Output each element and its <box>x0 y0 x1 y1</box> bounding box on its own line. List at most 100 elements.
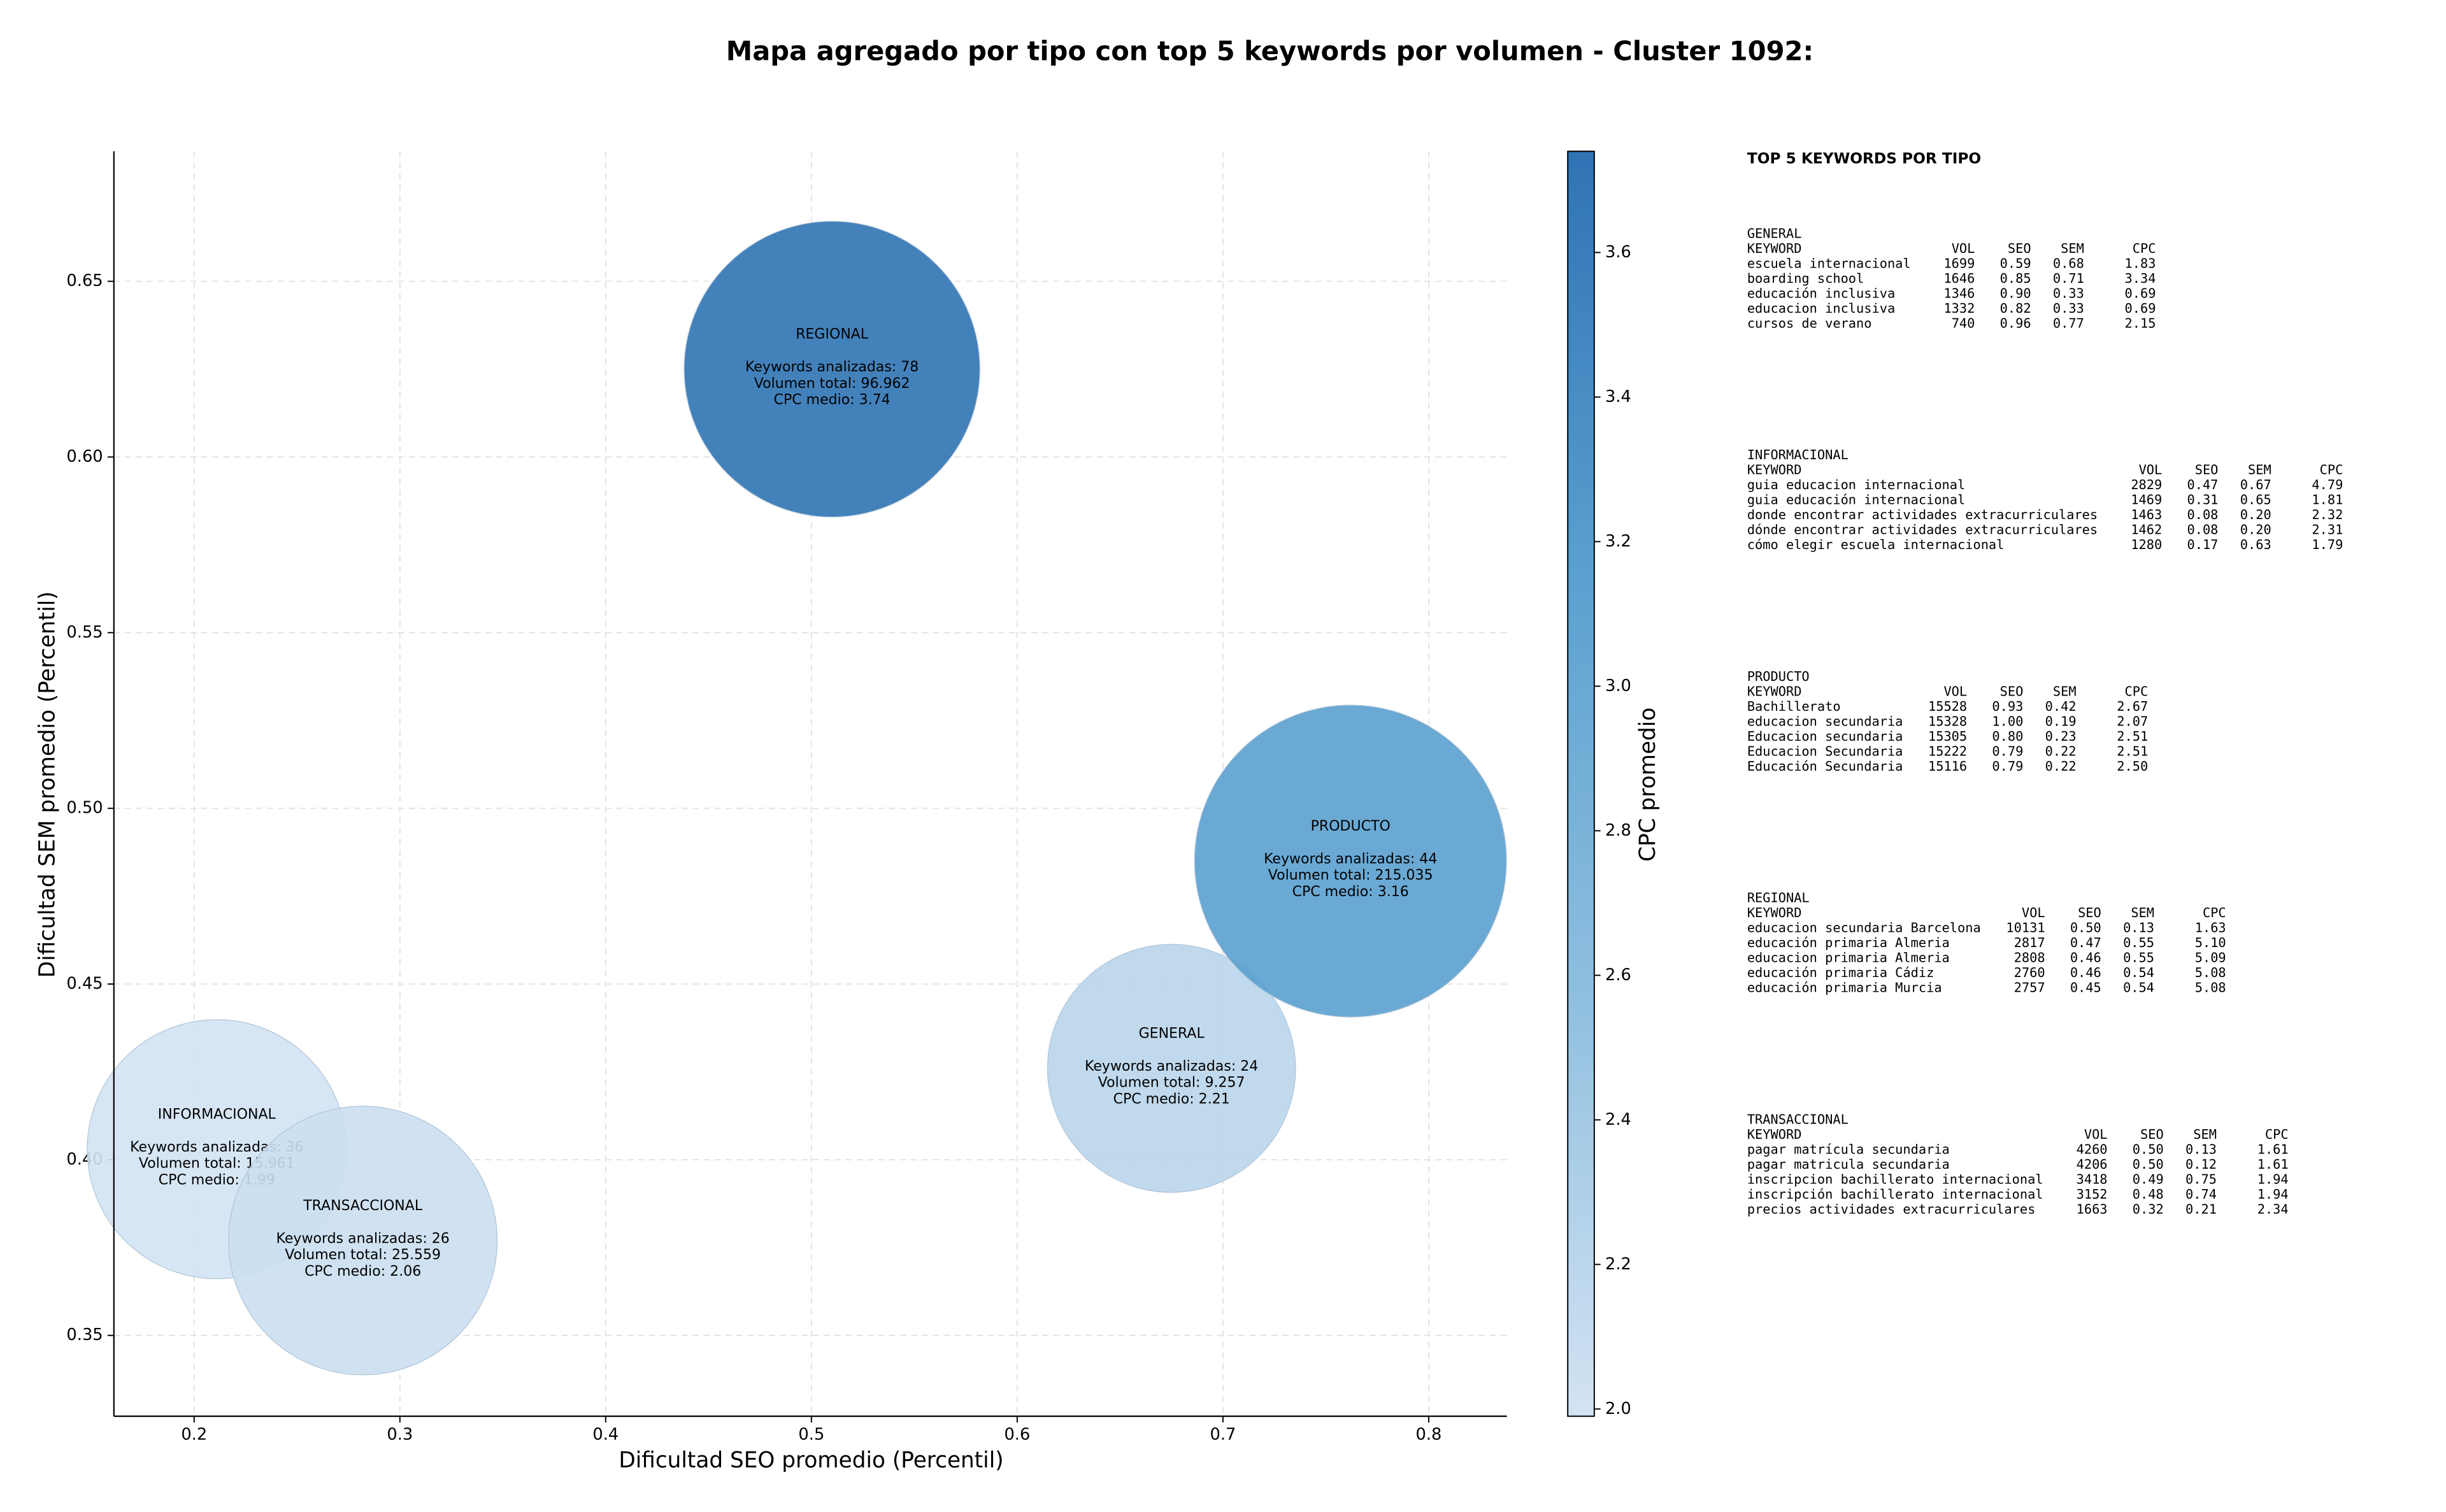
table-name: GENERAL <box>1747 225 1802 241</box>
table-cell: 0.13 <box>2185 1141 2217 1157</box>
table-cell: 0.22 <box>2045 759 2077 774</box>
table-cell: 1.79 <box>2312 537 2343 552</box>
table-cell: 5.08 <box>2195 980 2226 995</box>
table-header: VOL <box>1943 683 1967 699</box>
bubble-label: GENERAL <box>1139 1026 1205 1042</box>
table-cell: 1.81 <box>2312 492 2343 508</box>
x-tick-label: 0.4 <box>592 1425 619 1444</box>
table-cell: 0.48 <box>2133 1187 2164 1202</box>
table-cell: 2808 <box>2014 950 2045 966</box>
table-cell: Bachillerato <box>1747 699 1841 714</box>
table-header: KEYWORD <box>1747 683 1802 699</box>
table-cell: 0.47 <box>2070 935 2101 950</box>
table-cell: 0.33 <box>2053 301 2084 316</box>
table-cell: guia educación internacional <box>1747 492 1965 508</box>
table-cell: 0.85 <box>2000 271 2031 286</box>
table-cell: 10131 <box>2006 920 2045 936</box>
table-cell: 2.07 <box>2117 713 2148 729</box>
table-header: SEM <box>2131 905 2154 920</box>
table-cell: 0.68 <box>2053 255 2084 271</box>
table-cell: 0.20 <box>2240 507 2271 522</box>
table-cell: 0.75 <box>2185 1171 2217 1187</box>
table-cell: 2760 <box>2014 965 2045 980</box>
bubble-annotation: Keywords analizadas: 44 <box>1264 852 1437 867</box>
table-header: VOL <box>2084 1127 2108 1142</box>
table-cell: 0.79 <box>1992 743 2023 759</box>
y-axis-label: Dificultad SEM promedio (Percentil) <box>34 591 60 978</box>
table-cell: 2.51 <box>2117 729 2148 744</box>
table-cell: 0.63 <box>2240 537 2271 552</box>
table-cell: 15328 <box>1928 713 1967 729</box>
table-cell: 0.82 <box>2000 301 2031 316</box>
table-cell: cursos de verano <box>1747 315 1872 331</box>
table-cell: educacion primaria Almeria <box>1747 950 1950 966</box>
bubble-annotation: Volumen total: 96.962 <box>754 376 910 392</box>
bubble-annotation: Keywords analizadas: 78 <box>745 359 919 375</box>
bubble-label: TRANSACCIONAL <box>303 1198 423 1214</box>
table-header: SEM <box>2061 241 2084 256</box>
table-cell: 3152 <box>2077 1187 2108 1202</box>
table-cell: 1280 <box>2131 537 2162 552</box>
y-tick-label: 0.60 <box>66 447 103 466</box>
table-cell: 0.90 <box>2000 285 2031 301</box>
table-cell: 1.63 <box>2195 920 2226 936</box>
bubble-label: REGIONAL <box>796 327 869 343</box>
table-cell: 0.13 <box>2123 920 2154 936</box>
table-cell: 1.83 <box>2125 255 2156 271</box>
table-cell: 1332 <box>1943 301 1975 316</box>
table-name: PRODUCTO <box>1747 669 1810 684</box>
table-cell: 15222 <box>1928 743 1967 759</box>
table-cell: 3.34 <box>2125 271 2156 286</box>
table-header: SEO <box>2000 683 2024 699</box>
colorbar-tick-label: 3.2 <box>1605 532 1631 551</box>
table-cell: Educación Secundaria <box>1747 759 1903 774</box>
table-cell: 1.61 <box>2257 1141 2289 1157</box>
bubble <box>1047 944 1296 1193</box>
table-cell: donde encontrar actividades extracurricu… <box>1747 507 2098 522</box>
table-cell: 15116 <box>1928 759 1967 774</box>
y-tick-label: 0.35 <box>66 1325 103 1344</box>
table-cell: 0.65 <box>2240 492 2271 508</box>
table-cell: 2757 <box>2014 980 2045 995</box>
table-cell: 2.34 <box>2257 1201 2289 1216</box>
table-cell: educacion secundaria <box>1747 713 1903 729</box>
table-header: KEYWORD <box>1747 1127 1802 1142</box>
table-cell: dónde encontrar actividades extracurricu… <box>1747 522 2098 538</box>
table-header: SEM <box>2053 683 2077 699</box>
table-name: INFORMACIONAL <box>1747 447 1849 462</box>
table-cell: 0.50 <box>2133 1157 2164 1172</box>
table-cell: 3418 <box>2077 1171 2108 1187</box>
bubble-label: INFORMACIONAL <box>158 1106 276 1122</box>
table-cell: 0.19 <box>2045 713 2077 729</box>
table-header: SEO <box>2140 1127 2164 1142</box>
bubble-annotation: CPC medio: 3.16 <box>1292 884 1409 900</box>
bubble-annotation: Keywords analizadas: 26 <box>276 1230 450 1246</box>
table-cell: escuela internacional <box>1747 255 1911 271</box>
table-cell: 0.23 <box>2045 729 2077 744</box>
bubble-annotation: CPC medio: 2.21 <box>1113 1091 1230 1107</box>
table-cell: pagar matricula secundaria <box>1747 1157 1950 1172</box>
panel-title: TOP 5 KEYWORDS POR TIPO <box>1747 150 1981 167</box>
table-cell: 1.94 <box>2257 1187 2289 1202</box>
table-cell: educacion inclusiva <box>1747 301 1895 316</box>
x-tick-label: 0.3 <box>387 1425 413 1444</box>
table-cell: 0.55 <box>2123 950 2154 966</box>
table-cell: 0.12 <box>2185 1157 2217 1172</box>
table-cell: 2829 <box>2131 477 2162 492</box>
table-cell: 0.42 <box>2045 699 2077 714</box>
table-cell: 0.46 <box>2070 965 2101 980</box>
table-cell: 0.69 <box>2125 285 2156 301</box>
table-header: SEM <box>2248 462 2271 478</box>
bubble-annotation: Volumen total: 215.035 <box>1268 867 1433 883</box>
table-cell: 0.96 <box>2000 315 2031 331</box>
table-cell: 5.08 <box>2195 965 2226 980</box>
colorbar-tick-label: 2.6 <box>1605 966 1631 985</box>
colorbar-label: CPC promedio <box>1635 708 1661 862</box>
table-cell: 0.45 <box>2070 980 2101 995</box>
table-cell: 4206 <box>2077 1157 2108 1172</box>
table-cell: cómo elegir escuela internacional <box>1747 537 2005 552</box>
table-name: REGIONAL <box>1747 890 1810 906</box>
bubble <box>683 220 980 518</box>
colorbar-tick-label: 2.2 <box>1605 1255 1631 1274</box>
